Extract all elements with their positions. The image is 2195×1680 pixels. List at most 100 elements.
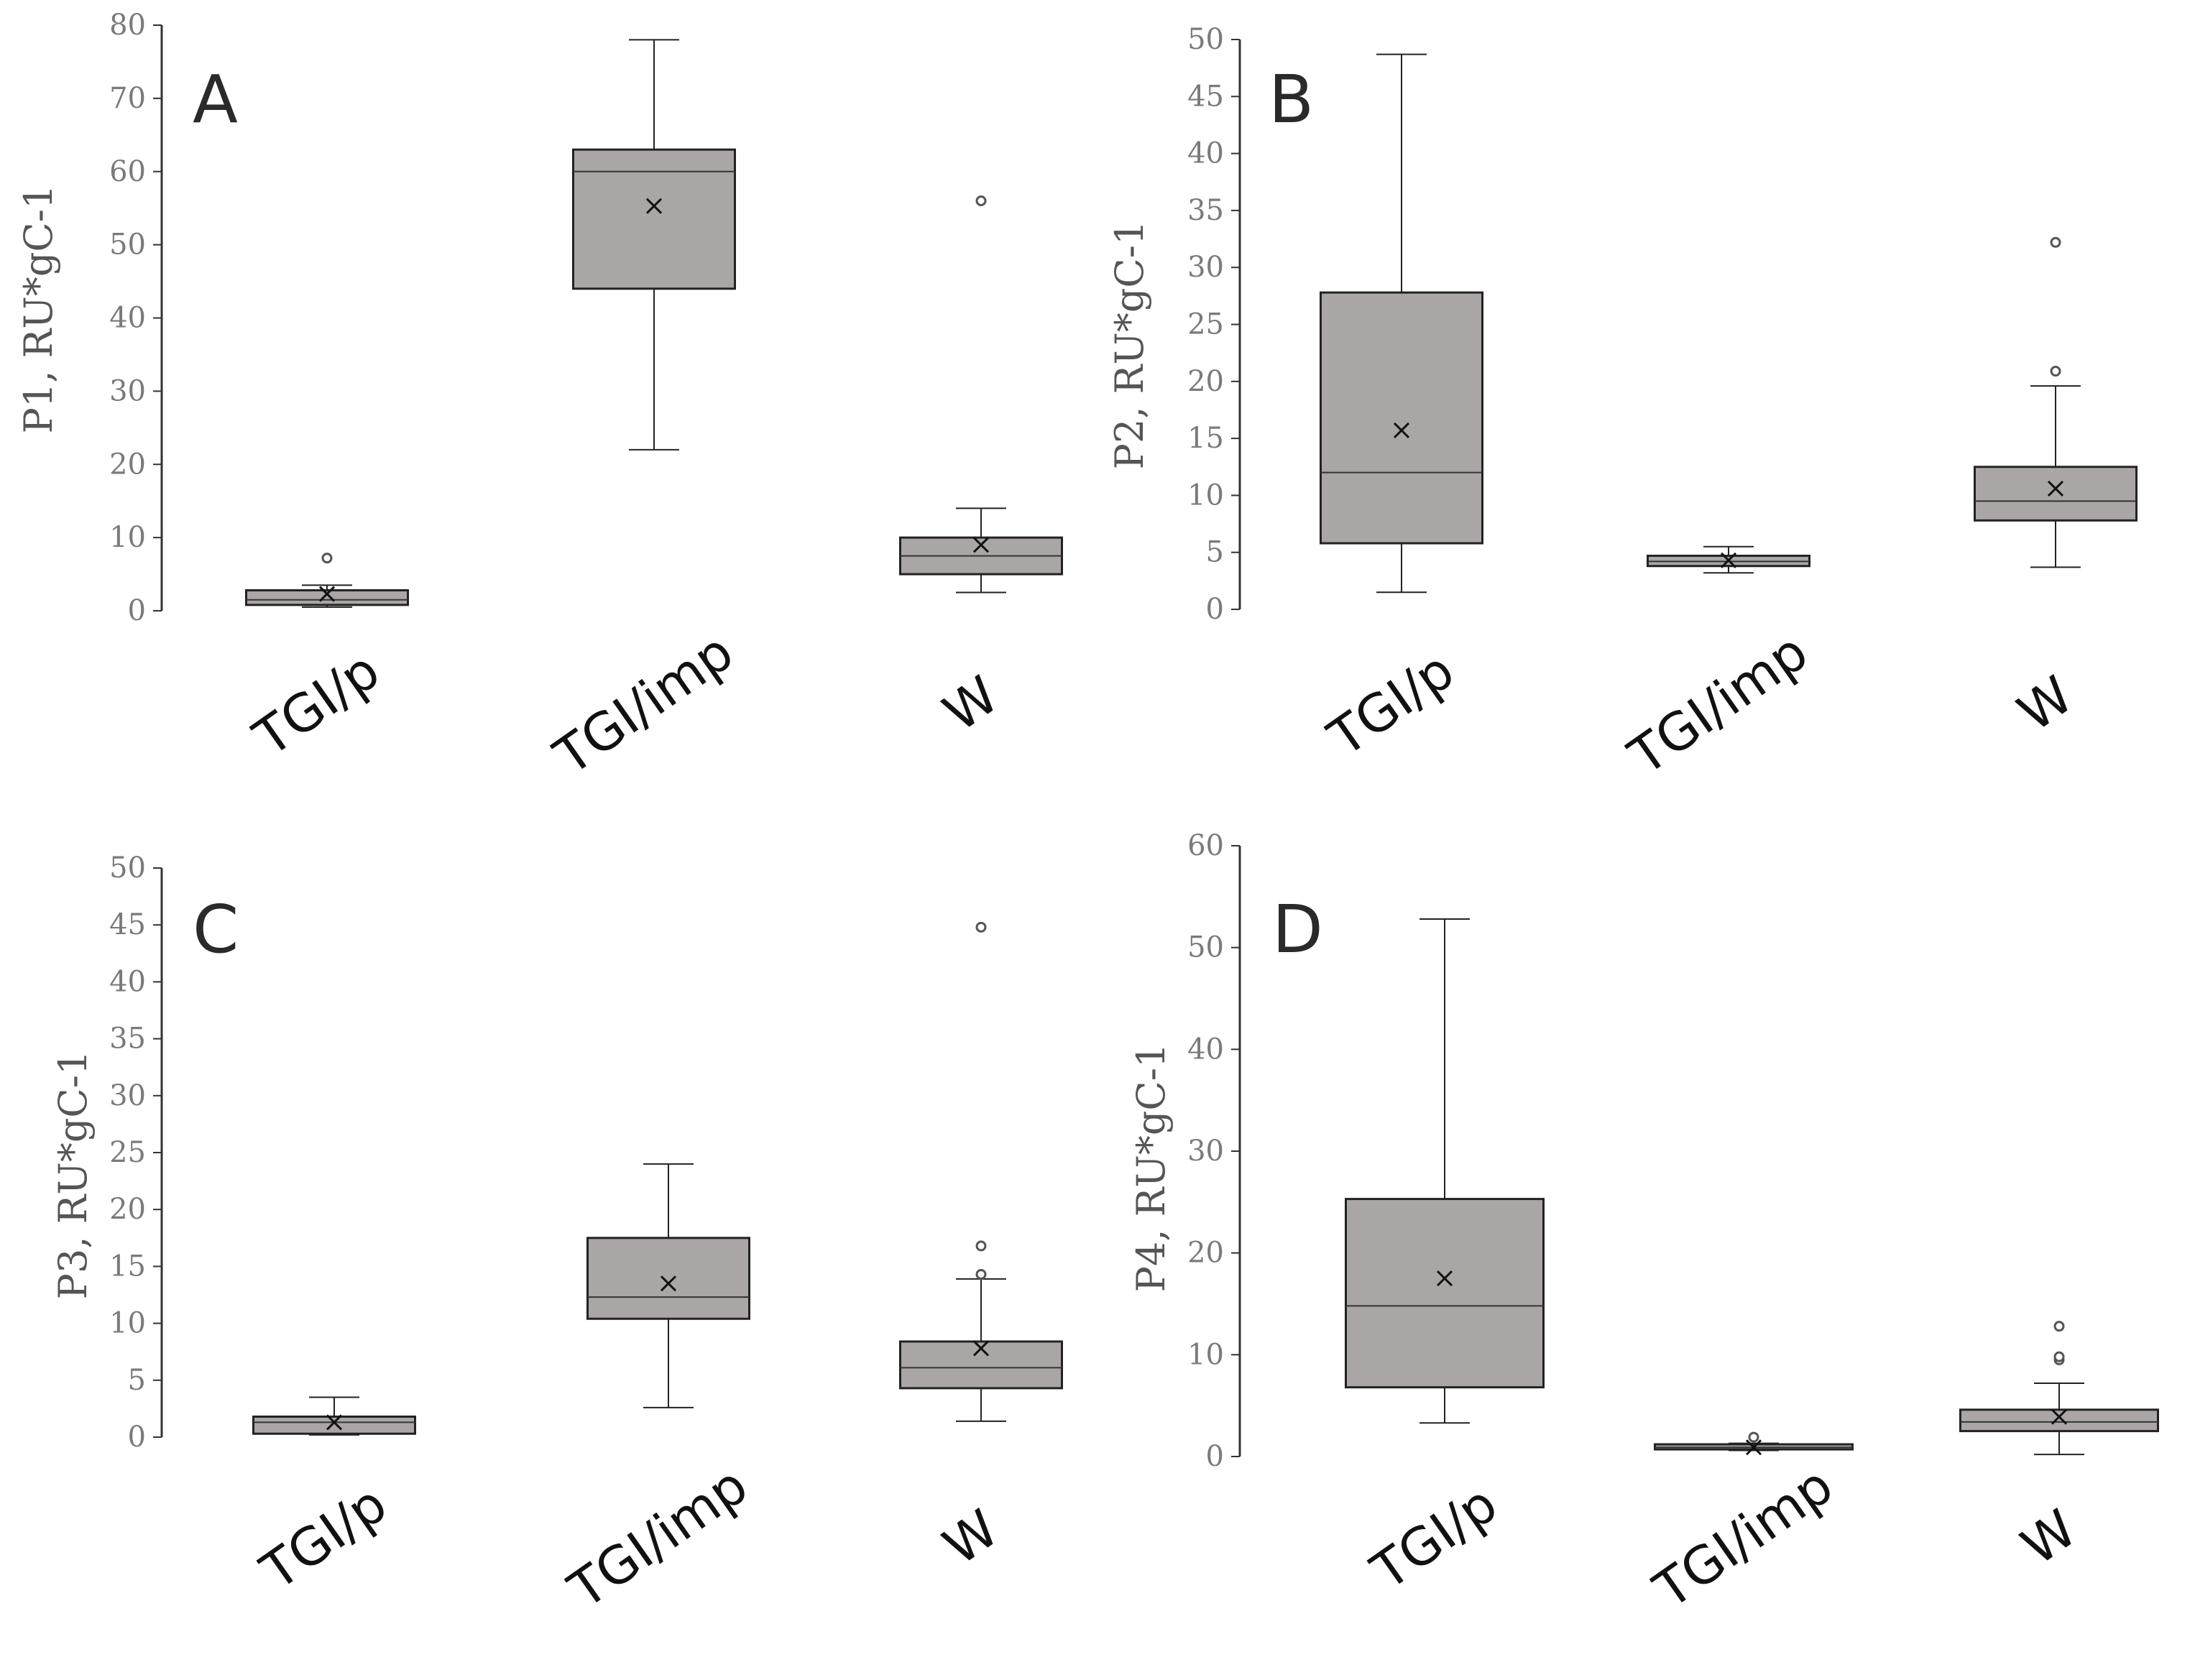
box-w <box>1959 1321 2159 1456</box>
iqr-box <box>1959 1408 2159 1433</box>
category-label: TGI/imp <box>558 1454 758 1620</box>
mean-marker-stroke <box>1745 1439 1762 1456</box>
outlier-point <box>975 921 987 933</box>
outlier-point <box>2050 236 2061 248</box>
y-tick-label: 0 <box>128 1421 146 1454</box>
category-label: TGI/imp <box>1643 1454 1844 1620</box>
box-tgi-p <box>1320 53 1483 594</box>
y-tick-label: 0 <box>1206 593 1224 626</box>
y-tick-label: 15 <box>1187 422 1224 455</box>
box-tgi-imp <box>1647 545 1810 574</box>
outlier-point <box>975 1240 987 1252</box>
y-tick-label: 40 <box>1187 137 1224 170</box>
panel-letter: D <box>1272 891 1323 968</box>
mean-marker-stroke <box>972 1340 990 1357</box>
outlier-point <box>321 553 333 564</box>
panel-letter: C <box>193 891 239 968</box>
y-tick-label: 25 <box>1187 308 1224 341</box>
mean-marker-stroke <box>2051 1408 2068 1425</box>
y-tick-label: 60 <box>109 155 146 188</box>
y-tick-label: 0 <box>128 594 146 627</box>
iqr-box <box>899 1340 1063 1390</box>
category-label: W <box>932 665 1009 744</box>
category-label: W <box>2010 1498 2087 1577</box>
box-tgi-p <box>252 1396 416 1436</box>
y-tick-label: 30 <box>109 374 146 407</box>
box-tgi-p <box>1345 918 1545 1424</box>
y-axis-label: P3, RU*gC-1 <box>50 1051 96 1300</box>
category-label: TGI/imp <box>1618 621 1818 787</box>
mean-marker-stroke <box>1393 422 1410 439</box>
panel-letter: B <box>1269 61 1314 138</box>
category-label: TGI/p <box>250 1473 397 1602</box>
mean-marker-stroke <box>2047 480 2064 497</box>
outlier-point <box>2053 1321 2065 1332</box>
mean-marker <box>645 198 663 214</box>
y-tick-label: 35 <box>109 1023 146 1056</box>
y-axis-label: P1, RU*gC-1 <box>16 185 61 434</box>
category-label: W <box>932 1498 1009 1577</box>
panel-d: D P4, RU*gC-1 0 10 20 30 40 50 60 TGI/p TGI/imp W <box>1128 829 2159 1620</box>
mean-marker-stroke <box>972 537 990 553</box>
iqr-box <box>572 148 736 290</box>
iqr-box <box>586 1237 750 1320</box>
mean-marker <box>2047 480 2064 497</box>
y-tick-label: 10 <box>1187 479 1224 512</box>
box-tgi-imp <box>1654 1431 1854 1456</box>
box-tgi-p <box>245 553 409 608</box>
y-tick-label: 70 <box>109 82 146 115</box>
box-tgi-imp <box>572 39 736 451</box>
y-tick-label: 60 <box>1187 829 1224 862</box>
y-tick-label: 40 <box>1187 1033 1224 1066</box>
mean-marker-stroke <box>326 1414 343 1431</box>
y-tick-label: 10 <box>109 521 146 554</box>
outlier-point <box>2053 1351 2065 1362</box>
mean-marker <box>318 586 336 602</box>
panel-letter: A <box>193 61 238 138</box>
iqr-box <box>252 1415 416 1435</box>
y-tick-label: 45 <box>1187 80 1224 113</box>
iqr-box <box>1320 291 1483 545</box>
mean-marker <box>2051 1408 2068 1425</box>
y-tick-label: 5 <box>1206 536 1224 569</box>
y-tick-label: 15 <box>109 1250 146 1283</box>
category-label: TGI/p <box>1317 640 1465 768</box>
mean-marker <box>1436 1270 1453 1287</box>
y-tick-label: 5 <box>128 1364 146 1397</box>
y-tick-label: 50 <box>1187 931 1224 964</box>
box-w <box>899 921 1063 1422</box>
y-tick-label: 45 <box>109 908 146 941</box>
outlier-point <box>1748 1431 1759 1443</box>
box-w <box>1974 236 2138 568</box>
panel-a: A P1, RU*gC-1 0 10 20 30 40 50 60 70 80 TGI/p TGI/im… <box>16 9 1063 787</box>
y-tick-label: 35 <box>1187 194 1224 227</box>
y-tick-label: 80 <box>109 9 146 42</box>
mean-marker <box>1720 552 1737 568</box>
y-tick-label: 20 <box>109 1193 146 1226</box>
iqr-box <box>1345 1198 1545 1389</box>
mean-marker-stroke <box>318 586 336 602</box>
iqr-box <box>245 589 409 606</box>
y-tick-label: 40 <box>109 965 146 998</box>
mean-marker <box>660 1275 677 1292</box>
mean-marker <box>1393 422 1410 439</box>
y-tick-label: 20 <box>109 448 146 481</box>
box-w <box>899 195 1063 594</box>
outlier-point <box>975 195 987 206</box>
category-label: W <box>2007 665 2084 744</box>
y-tick-label: 20 <box>1187 365 1224 398</box>
y-tick-label: 25 <box>109 1136 146 1169</box>
mean-marker <box>326 1414 343 1431</box>
y-tick-label: 20 <box>1187 1237 1224 1270</box>
y-tick-label: 30 <box>109 1079 146 1112</box>
mean-marker-stroke <box>660 1275 677 1292</box>
category-label: TGI/p <box>243 640 390 768</box>
outlier-point <box>975 1268 987 1280</box>
mean-marker-stroke <box>1436 1270 1453 1287</box>
y-tick-label: 10 <box>109 1307 146 1340</box>
panel-c: C P3, RU*gC-1 0 5 10 15 20 25 30 35 40 45 50 TGI/p TGI… <box>50 851 1063 1620</box>
mean-marker <box>972 537 990 553</box>
y-axis-label: P4, RU*gC-1 <box>1128 1043 1174 1293</box>
mean-marker <box>1745 1439 1762 1456</box>
y-tick-label: 10 <box>1187 1338 1224 1371</box>
